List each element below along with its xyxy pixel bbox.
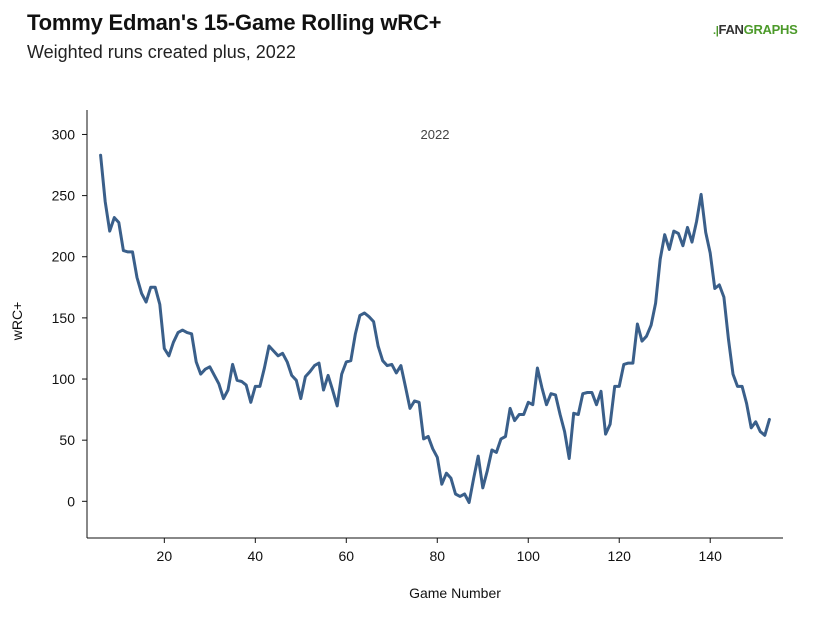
chart-subtitle: Weighted runs created plus, 2022	[27, 42, 296, 62]
x-tick-label: 60	[339, 548, 355, 564]
x-tick-label: 120	[608, 548, 632, 564]
y-tick-label: 0	[67, 493, 75, 509]
fangraphs-logo[interactable]: .|FANGRAPHS	[713, 22, 798, 37]
y-tick-label: 200	[52, 249, 76, 265]
chart-title: Tommy Edman's 15-Game Rolling wRC+	[27, 10, 442, 35]
y-tick-label: 300	[52, 126, 76, 142]
y-tick-label: 250	[52, 188, 76, 204]
year-annotation: 2022	[421, 127, 450, 142]
series-line-1	[99, 153, 771, 504]
x-tick-label: 80	[429, 548, 445, 564]
chart-series	[99, 153, 771, 504]
logo-graphs-text: GRAPHS	[743, 22, 798, 37]
chart-axes	[86, 110, 783, 539]
x-tick-label: 20	[157, 548, 173, 564]
x-axis-label: Game Number	[409, 585, 501, 601]
y-tick-label: 100	[52, 371, 76, 387]
y-axis-label: wRC+	[9, 302, 25, 342]
logo-fan-text: FAN	[718, 22, 744, 37]
fangraphs-logo-icon: .|	[713, 25, 719, 37]
chart-ticks: 0 50 100 150 200 250 300 20 40 60 80 100 120 140	[52, 126, 722, 564]
y-tick-label: 150	[52, 310, 76, 326]
y-tick-label: 50	[59, 432, 75, 448]
x-tick-label: 100	[517, 548, 541, 564]
x-tick-label: 40	[248, 548, 264, 564]
x-tick-label: 140	[699, 548, 723, 564]
